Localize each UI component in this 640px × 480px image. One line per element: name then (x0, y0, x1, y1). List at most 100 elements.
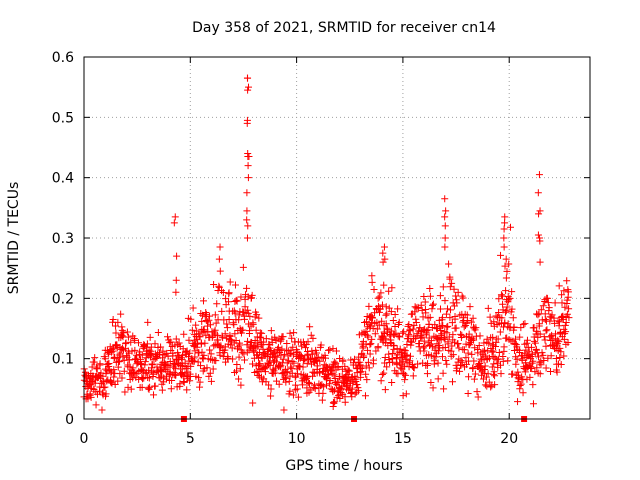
data-point (178, 352, 186, 360)
data-point (244, 306, 252, 314)
data-point (495, 295, 503, 303)
data-point (399, 329, 407, 337)
data-point (370, 286, 378, 294)
data-point (554, 317, 562, 325)
data-point (484, 304, 492, 312)
data-point (445, 260, 453, 268)
data-point (218, 307, 226, 315)
data-point (387, 308, 395, 316)
data-point (523, 339, 531, 347)
data-point (167, 338, 175, 346)
data-point (497, 291, 505, 299)
data-point (268, 338, 276, 346)
data-point (441, 243, 449, 251)
data-point (519, 389, 527, 397)
data-point (324, 371, 332, 379)
data-point (146, 333, 154, 341)
data-point (216, 243, 224, 251)
data-point (173, 252, 181, 260)
data-point (541, 336, 549, 344)
data-point (320, 368, 328, 376)
data-point (514, 398, 522, 406)
data-point (107, 379, 115, 387)
data-point (201, 339, 209, 347)
data-point (294, 362, 302, 370)
data-point (363, 376, 371, 384)
data-point (441, 297, 449, 305)
data-point (544, 299, 552, 307)
data-point (374, 294, 382, 302)
data-point (138, 366, 146, 374)
data-point (127, 385, 135, 393)
data-point (207, 350, 215, 358)
data-point (252, 326, 260, 334)
data-point (205, 316, 213, 324)
x-tick-label: 20 (500, 431, 518, 447)
data-point (216, 267, 224, 275)
data-point (420, 293, 428, 301)
data-point (310, 381, 318, 389)
data-point (223, 324, 231, 332)
y-tick-label: 0.4 (52, 171, 74, 187)
data-point (229, 355, 237, 363)
data-point (381, 359, 389, 367)
data-point (491, 372, 499, 380)
data-point (309, 368, 317, 376)
data-point (499, 300, 507, 308)
data-point (325, 346, 332, 354)
data-point (98, 406, 106, 414)
data-point (483, 335, 491, 343)
data-point (450, 285, 458, 293)
data-point (406, 357, 414, 365)
data-point (536, 370, 544, 378)
data-point (547, 368, 555, 376)
data-point (289, 391, 297, 399)
data-point (429, 384, 437, 392)
data-point (138, 375, 146, 383)
data-point (143, 340, 151, 348)
data-point (434, 375, 442, 383)
y-tick-label: 0.5 (52, 110, 74, 126)
data-point (353, 381, 361, 389)
data-point (429, 301, 437, 309)
data-point (239, 326, 247, 334)
data-point (290, 329, 298, 337)
data-point (288, 334, 296, 342)
data-point (221, 330, 229, 338)
data-point (439, 369, 447, 377)
data-point (119, 353, 127, 361)
data-point (457, 333, 465, 341)
data-point (196, 378, 204, 386)
data-point (234, 343, 242, 351)
data-point (440, 334, 448, 342)
data-point (387, 336, 395, 344)
data-point (534, 189, 542, 197)
data-point (116, 357, 124, 365)
data-point (502, 307, 510, 315)
data-point (558, 291, 566, 299)
data-point (535, 210, 543, 218)
data-point (303, 384, 311, 392)
data-point (501, 319, 509, 327)
data-point (381, 255, 389, 263)
data-point (330, 371, 338, 379)
data-point (376, 305, 384, 313)
data-point (397, 364, 405, 372)
data-point (164, 333, 172, 341)
data-point (439, 283, 447, 291)
data-point (556, 344, 564, 352)
grid-layer (84, 57, 590, 419)
data-point (320, 383, 328, 391)
data-point (557, 348, 565, 356)
data-point (503, 267, 511, 275)
data-point (410, 364, 418, 372)
data-point (355, 387, 363, 395)
data-point (244, 174, 252, 182)
data-point (443, 305, 451, 313)
data-point (529, 400, 537, 408)
data-point (557, 328, 565, 336)
data-point (149, 369, 157, 377)
data-point (244, 337, 252, 345)
data-point (146, 383, 154, 391)
data-point (169, 352, 177, 360)
